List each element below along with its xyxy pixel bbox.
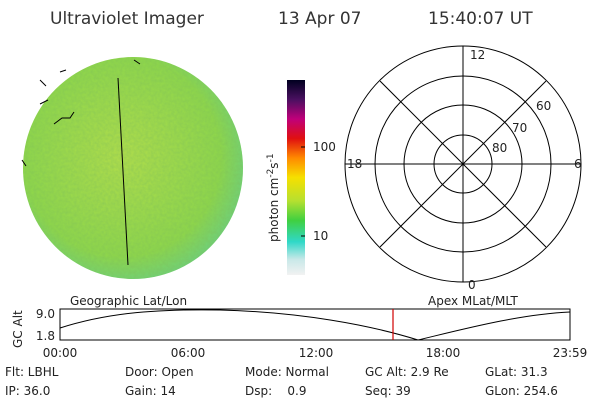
info-field: GLon: 254.6 xyxy=(485,384,558,398)
strip-frame xyxy=(59,308,571,341)
info-field: Gain: 14 xyxy=(125,384,176,398)
globe-image xyxy=(21,57,243,279)
strip-y-label: GC Alt xyxy=(11,310,25,348)
info-field: Dsp: 0.9 xyxy=(245,384,307,398)
unit-exp: -1 xyxy=(266,153,276,162)
info-panel: Flt: LBHL Door: Open Mode: Normal GC Alt… xyxy=(5,365,558,398)
mlat-label: 60 xyxy=(536,99,551,113)
strip-right-label: Apex MLat/MLT xyxy=(428,294,518,308)
strip-y-tick: 9.0 xyxy=(36,307,55,321)
altitude-curve xyxy=(59,309,571,341)
strip-x-tick: 23:59 xyxy=(553,346,588,360)
strip-x-tick: 06:00 xyxy=(171,346,206,360)
mlt-label: 0 xyxy=(468,278,476,292)
unit: photon cm xyxy=(267,178,281,242)
unit: s xyxy=(267,162,281,168)
mlt-label: 6 xyxy=(574,157,582,171)
mlt-label: 18 xyxy=(347,157,362,171)
strip-x-tick: 00:00 xyxy=(43,346,78,360)
mlat-label: 80 xyxy=(492,141,507,155)
info-field: GLat: 31.3 xyxy=(485,365,548,379)
strip-y-tick: 1.8 xyxy=(36,329,55,343)
polar-grid xyxy=(344,45,582,283)
info-field: Flt: LBHL xyxy=(5,365,59,379)
colorbar-tick: 100 xyxy=(313,140,336,154)
info-field: Mode: Normal xyxy=(245,365,329,379)
info-field: Seq: 39 xyxy=(365,384,411,398)
strip-x-tick: 18:00 xyxy=(426,346,461,360)
mlat-label: 70 xyxy=(512,121,527,135)
date: 13 Apr 07 xyxy=(278,9,361,29)
title: Ultraviolet Imager xyxy=(50,9,204,29)
info-field: GC Alt: 2.9 Re xyxy=(365,365,449,379)
colorbar-label: photon cm-2s-1 xyxy=(266,153,281,242)
time: 15:40:07 UT xyxy=(428,9,533,29)
colorbar-ticks xyxy=(301,146,305,237)
mlt-label: 12 xyxy=(470,48,485,62)
colorbar xyxy=(287,80,305,275)
colorbar-tick: 10 xyxy=(313,229,328,243)
info-field: Door: Open xyxy=(125,365,194,379)
info-field: IP: 36.0 xyxy=(5,384,50,398)
strip-x-tick: 12:00 xyxy=(299,346,334,360)
strip-left-label: Geographic Lat/Lon xyxy=(70,294,187,308)
unit-exp: -2 xyxy=(266,169,276,178)
